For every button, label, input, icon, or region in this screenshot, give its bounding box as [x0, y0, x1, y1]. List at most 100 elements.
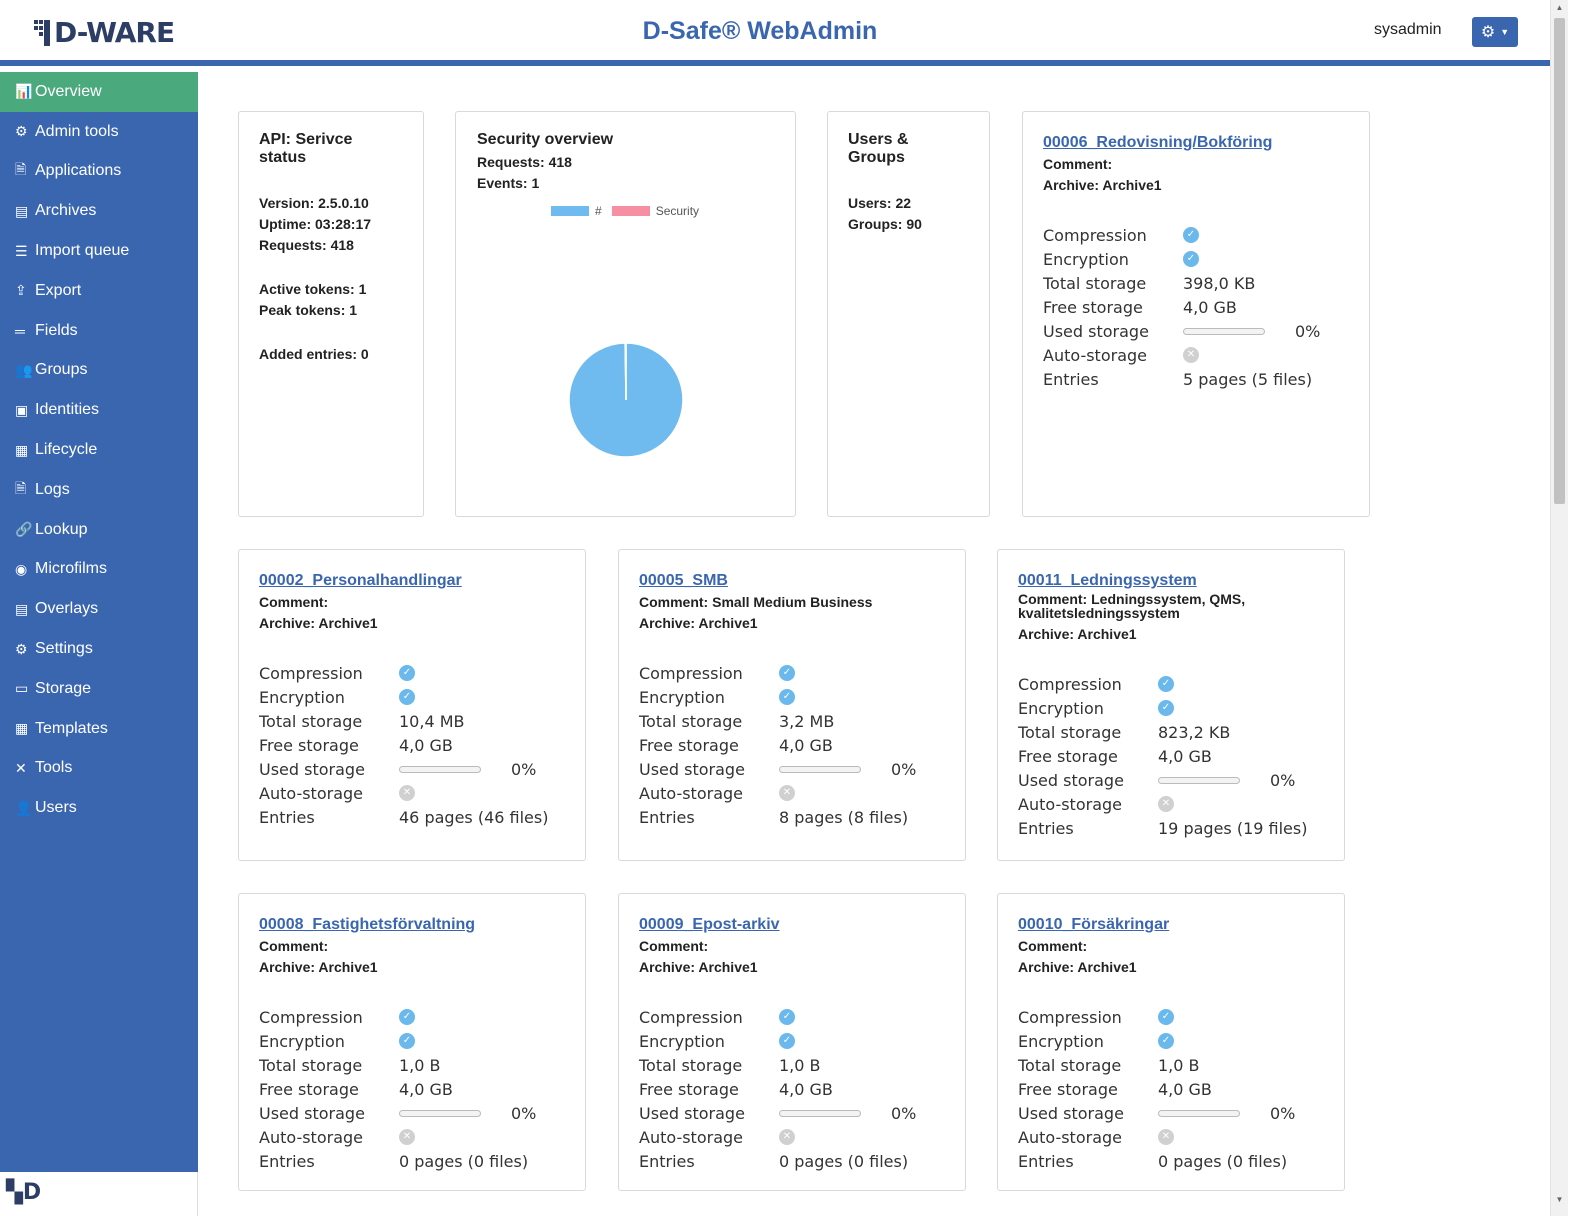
legend-label-security: Security — [655, 204, 700, 218]
encryption-label: Encryption — [1018, 1031, 1104, 1051]
sidebar-item-label: Applications — [35, 162, 122, 180]
settings-dropdown-button[interactable]: ⚙ ▼ — [1472, 17, 1518, 47]
sidebar-item-import-queue[interactable]: ☰ Import queue — [0, 231, 198, 271]
sidebar-item-templates[interactable]: ▦ Templates — [0, 709, 198, 749]
used-storage-percent: 0% — [1295, 321, 1321, 341]
sidebar-item-label: Tools — [35, 759, 73, 777]
list-icon: ☰ — [15, 242, 28, 259]
free-storage-row: Free storage 4,0 GB — [1018, 744, 1324, 768]
used-storage-label: Used storage — [1018, 1103, 1124, 1123]
sidebar-item-fields[interactable]: ═ Fields — [0, 311, 198, 351]
archive-title-link[interactable]: 00010_Försäkringar — [1018, 916, 1170, 933]
auto-storage-row: Auto-storage ✕ — [639, 1125, 945, 1149]
sidebar-item-archives[interactable]: ▤ Archives — [0, 191, 198, 231]
archive-title-link[interactable]: 00009_Epost-arkiv — [639, 916, 780, 933]
scroll-up-icon[interactable]: ▲ — [1555, 3, 1564, 12]
user-cog-icon: ⚙ — [15, 640, 28, 657]
sidebar-item-overlays[interactable]: ▤ Overlays — [0, 589, 198, 629]
archive-label: Archive: — [259, 959, 316, 975]
archive-title-link[interactable]: 00006_Redovisning/Bokföring — [1043, 134, 1273, 151]
archive-card: 00006_Redovisning/Bokföring Comment: Arc… — [1022, 111, 1370, 517]
archive-label: Archive: — [1018, 959, 1075, 975]
auto-storage-label: Auto-storage — [259, 1127, 363, 1147]
archive-comment: Comment: — [1018, 936, 1324, 957]
total-storage-value: 3,2 MB — [779, 711, 835, 731]
free-storage-value: 4,0 GB — [779, 1079, 833, 1099]
archive-archive: Archive: Archive1 — [1018, 624, 1324, 645]
footer-logo-icon[interactable]: ▚D — [6, 1180, 42, 1205]
company-logo[interactable]: D-WARE — [34, 16, 175, 49]
sidebar-item-microfilms[interactable]: ◉ Microfilms — [0, 550, 198, 590]
compression-label: Compression — [1018, 1007, 1122, 1027]
archive-title-link[interactable]: 00002_Personalhandlingar — [259, 572, 462, 589]
total-storage-label: Total storage — [639, 1055, 743, 1075]
entries-value: 0 pages (0 files) — [1158, 1151, 1288, 1171]
used-storage-progress — [779, 1109, 861, 1117]
sidebar-item-label: Overview — [35, 82, 102, 100]
compression-row: Compression ✓ — [639, 661, 945, 685]
sidebar-item-tools[interactable]: ✕ Tools — [0, 749, 198, 789]
sidebar-item-overview[interactable]: 📊 Overview — [0, 72, 198, 112]
sidebar-item-identities[interactable]: ▣ Identities — [0, 390, 198, 430]
security-requests: Requests: 418 — [477, 154, 572, 170]
entries-label: Entries — [259, 1151, 315, 1171]
sidebar-item-logs[interactable]: 🗎 Logs — [0, 470, 198, 510]
page-scrollbar[interactable]: ▲ ▼ — [1550, 0, 1568, 1216]
encryption-check-icon: ✓ — [1183, 251, 1199, 267]
sidebar-item-label: Export — [35, 281, 82, 299]
archive-label: Archive: — [639, 615, 696, 631]
entries-value: 46 pages (46 files) — [399, 807, 549, 827]
sidebar-item-settings[interactable]: ⚙ Settings — [0, 629, 198, 669]
archive-comment: Comment: Small Medium Business — [639, 592, 945, 613]
groups-count: Groups: 90 — [848, 216, 922, 232]
sidebar-item-lookup[interactable]: 🔗 Lookup — [0, 510, 198, 550]
used-storage-row: Used storage 0% — [1043, 319, 1349, 343]
scrollbar-thumb[interactable] — [1554, 18, 1565, 504]
auto-storage-row: Auto-storage ✕ — [1018, 1125, 1324, 1149]
sidebar-item-storage[interactable]: ▭ Storage — [0, 669, 198, 709]
legend-swatch-security[interactable] — [611, 206, 650, 216]
used-storage-progress — [1158, 1109, 1240, 1117]
total-storage-value: 10,4 MB — [399, 711, 465, 731]
used-storage-label: Used storage — [639, 759, 745, 779]
archive-label: Archive: — [1043, 177, 1100, 193]
archive-title-link[interactable]: 00011_Ledningssystem — [1018, 572, 1197, 589]
sidebar-item-users[interactable]: 👤 Users — [0, 788, 198, 828]
auto-storage-row: Auto-storage ✕ — [1018, 792, 1324, 816]
security-pie-chart[interactable] — [476, 340, 776, 470]
archive-title-link[interactable]: 00008_Fastighetsförvaltning — [259, 916, 476, 933]
sidebar-item-groups[interactable]: 👥 Groups — [0, 351, 198, 391]
caret-down-icon: ▼ — [1500, 27, 1510, 37]
compression-row: Compression ✓ — [1018, 672, 1324, 696]
sidebar-item-applications[interactable]: 🗎 Applications — [0, 152, 198, 192]
auto-storage-cross-icon: ✕ — [1183, 347, 1199, 363]
sidebar-item-label: Fields — [35, 321, 78, 339]
used-storage-label: Used storage — [639, 1103, 745, 1123]
username-label[interactable]: sysadmin — [1374, 21, 1442, 38]
archive-value: Archive1 — [1102, 177, 1162, 193]
free-storage-label: Free storage — [639, 735, 739, 755]
legend-swatch-count[interactable] — [551, 206, 589, 216]
compression-label: Compression — [259, 663, 363, 683]
encryption-row: Encryption ✓ — [639, 1029, 945, 1053]
encryption-check-icon: ✓ — [779, 1033, 795, 1049]
comment-label: Comment: — [1018, 591, 1088, 607]
archive-value: Archive1 — [698, 959, 758, 975]
archive-archive: Archive: Archive1 — [639, 957, 945, 978]
archive-title-link[interactable]: 00005_SMB — [639, 572, 728, 589]
sidebar-item-export[interactable]: ⇪ Export — [0, 271, 198, 311]
entries-label: Entries — [639, 807, 695, 827]
id-card-icon: ▣ — [15, 401, 29, 418]
scroll-down-icon[interactable]: ▼ — [1555, 1195, 1564, 1204]
encryption-check-icon: ✓ — [1158, 700, 1174, 716]
sidebar-item-admin-tools[interactable]: ⚙ Admin tools — [0, 112, 198, 152]
compression-row: Compression ✓ — [259, 1005, 565, 1029]
total-storage-value: 1,0 B — [1158, 1055, 1200, 1075]
archive-value: Archive1 — [1077, 959, 1137, 975]
pie-slice-security[interactable] — [624, 342, 627, 401]
encryption-row: Encryption ✓ — [259, 1029, 565, 1053]
comment-label: Comment: — [1043, 156, 1113, 172]
document-icon: 🗎 — [15, 161, 27, 178]
auto-storage-row: Auto-storage ✕ — [1043, 343, 1349, 367]
sidebar-item-lifecycle[interactable]: ▦ Lifecycle — [0, 430, 198, 470]
